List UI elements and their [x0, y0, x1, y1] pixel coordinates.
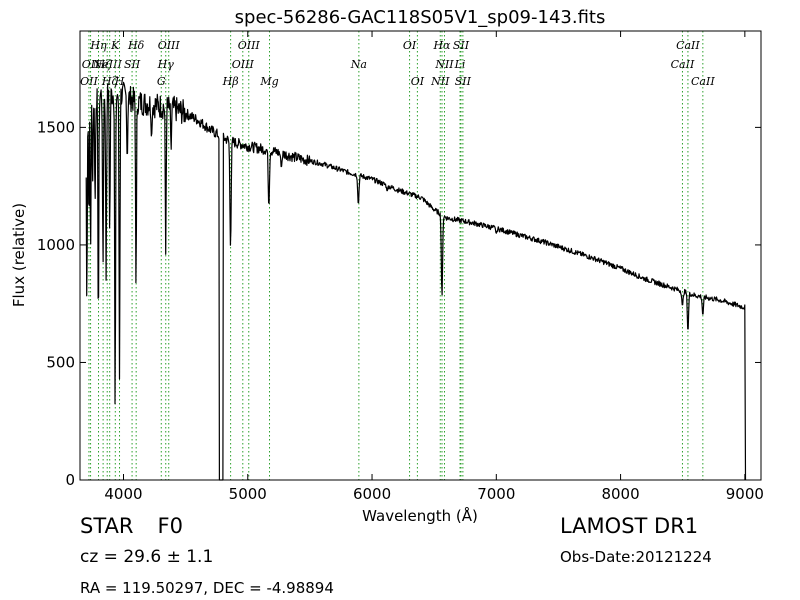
line-marker-label: SII	[453, 39, 470, 52]
line-marker-label: CaII	[676, 39, 700, 52]
x-tick-label: 7000	[477, 485, 515, 503]
line-marker-label: Hγ	[157, 58, 175, 71]
observation-date: Obs-Date:20121224	[560, 548, 712, 566]
line-marker-label: Hη	[89, 39, 107, 52]
x-tick-label: 5000	[229, 485, 267, 503]
line-marker-label: SII	[124, 58, 141, 71]
line-marker-label: Li	[454, 58, 466, 71]
y-tick-label: 0	[65, 471, 75, 489]
line-marker-label: OII	[80, 75, 98, 88]
line-marker-label: NII	[430, 75, 450, 88]
plot-frame	[79, 30, 762, 481]
survey-name: LAMOST DR1	[560, 514, 699, 538]
line-marker-label: NeIII	[92, 58, 123, 71]
line-marker-label: OII	[82, 58, 100, 71]
line-marker-label: OI	[411, 75, 425, 88]
line-marker-label: CaII	[671, 58, 695, 71]
spectral-class: STAR F0	[80, 516, 183, 537]
line-marker-label: Mg	[259, 75, 278, 88]
x-axis-label: Wavelength (Å)	[362, 506, 478, 525]
line-marker-label: SII	[455, 75, 472, 88]
line-marker-label: OI	[403, 39, 417, 52]
line-marker-label: H	[114, 75, 125, 88]
y-axis: 0 500 1000 1500	[37, 118, 761, 489]
object-subclass: F0	[157, 514, 183, 538]
line-marker-label: K	[110, 39, 120, 52]
emission-line-markers: OIIOIIHηHζNeIIIHζKHSIIHδGHγOIIIHβOIIIOII…	[80, 31, 715, 480]
spectrum-line	[85, 81, 747, 481]
y-axis-label: Flux (relative)	[10, 203, 28, 307]
chart-title: spec-56286-GAC118S05V1_sp09-143.fits	[235, 7, 606, 28]
line-marker-label: OIII	[238, 39, 261, 52]
y-tick-label: 1500	[37, 118, 75, 136]
y-tick-label: 500	[46, 353, 75, 371]
x-tick-label: 8000	[601, 485, 639, 503]
line-marker-label: OIII	[158, 39, 181, 52]
line-marker-label: Hβ	[222, 75, 239, 88]
coordinates-text: RA = 119.50297, DEC = -4.98894	[80, 579, 334, 597]
x-tick-label: 4000	[104, 485, 142, 503]
line-marker-label: Na	[350, 58, 367, 71]
line-marker-label: CaII	[691, 75, 715, 88]
y-tick-label: 1000	[37, 236, 75, 254]
x-tick-label: 9000	[726, 485, 764, 503]
object-class: STAR	[80, 514, 134, 538]
x-axis: 4000 5000 6000 7000 8000 9000	[104, 31, 764, 503]
line-marker-label: Hδ	[127, 39, 145, 52]
x-tick-label: 6000	[353, 485, 391, 503]
redshift-text: cz = 29.6 ± 1.1	[80, 547, 214, 567]
line-marker-label: Hζ	[101, 75, 119, 88]
line-marker-label: Hα	[432, 39, 451, 52]
line-marker-label: OIII	[232, 58, 255, 71]
line-marker-label: NII	[434, 58, 454, 71]
line-marker-label: G	[157, 75, 166, 88]
